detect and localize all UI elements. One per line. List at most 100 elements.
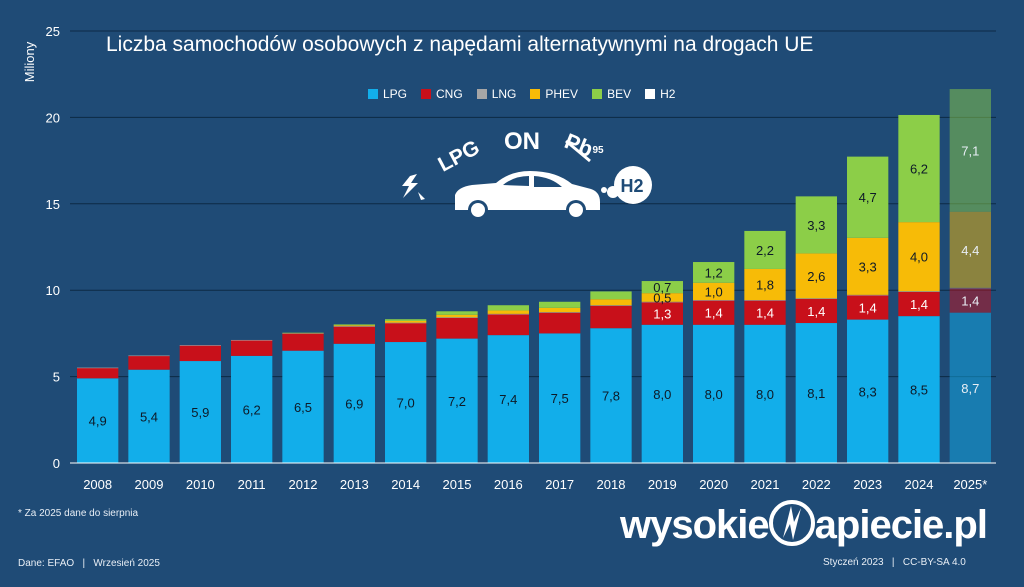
y-tick-label: 20 [46,110,60,125]
data-label-cng: 1,4 [807,304,825,319]
x-tick-label: 2010 [186,477,215,492]
bar-segment-bev [847,156,889,238]
bar-segment-lpg [231,355,273,463]
data-label-bev: 4,7 [859,190,877,205]
bar-segment-cng [385,323,427,343]
bar-segment-cng [77,367,119,379]
legend-item-cng: CNG [421,87,463,101]
x-tick-label: 2019 [648,477,677,492]
legend-item-phev: PHEV [530,87,578,101]
data-label-bev: 0,7 [653,280,671,295]
brand-logo: wysokie apiecie.pl [620,500,988,548]
data-label-lpg: 7,4 [499,392,517,407]
x-tick-label: 2011 [238,477,266,492]
bar-segment-cng [847,295,889,320]
bar-segment-lpg [333,343,375,463]
on-icon-label: ON [504,128,540,155]
bar-segment-bev [385,319,427,321]
bar-segment-cng [590,305,632,329]
data-label-cng: 1,4 [756,306,774,321]
bar-segment-lng [693,300,735,301]
bar-segment-lng [436,317,478,318]
bar-segment-lng [231,339,273,341]
bar-segment-lng [539,312,581,313]
x-tick-label: 2016 [494,477,523,492]
legend-label: CNG [436,87,463,101]
legend-label: BEV [607,87,632,101]
legend-swatch [421,89,432,99]
data-label-phev: 1,8 [756,277,774,292]
bar-segment-cng [487,314,529,336]
y-tick-label: 5 [53,370,60,385]
bar-segment-bev [590,291,632,300]
bar-segment-lpg [693,324,735,463]
data-label-lpg: 6,2 [243,402,261,417]
car-icon [455,171,600,220]
bars [77,89,991,463]
x-tick-label: 2022 [802,477,831,492]
data-label-lpg: 4,9 [89,414,107,429]
bar-segment-lng [179,345,221,346]
bar-segment-lpg [949,312,991,463]
data-label-cng: 1,4 [961,294,979,309]
x-tick-label: 2025* [953,477,987,492]
bar-segment-lpg [847,319,889,463]
bar-segment-cng [128,355,170,370]
bar-segment-cng [539,312,581,334]
legend-swatch [645,89,656,99]
bar-segment-bev [795,196,837,254]
legend-item-lpg: LPG [368,87,407,101]
bar-segment-lpg [179,361,221,463]
data-label-lpg: 7,5 [551,391,569,406]
bar-segment-bev [693,262,735,283]
data-label-phev: 1,0 [705,284,723,299]
h2-bubble-icon: H2 [601,166,652,204]
legend-label: PHEV [545,87,579,101]
bar-segment-phev [795,253,837,299]
bar-segment-phev [333,325,375,327]
data-label-bev: 6,2 [910,162,928,177]
bar-segment-lng [641,301,683,303]
data-label-bev: 7,1 [961,143,979,158]
x-tick-label: 2015 [443,477,472,492]
x-tick-label: 2021 [751,477,780,492]
data-label-lpg: 7,2 [448,394,466,409]
data-label-lpg: 8,5 [910,383,928,398]
bar-segment-lng [590,305,632,306]
brand-bolt-icon [768,500,815,546]
bar-segment-lpg [282,350,324,463]
legend-label: LPG [383,87,408,101]
bar-segment-lng [487,313,529,315]
bar-segment-phev [693,282,735,301]
data-label-lpg: 8,7 [961,381,979,396]
bar-segment-lpg [539,333,581,463]
bar-segment-bev [744,230,786,269]
bar-segment-lpg [77,378,119,463]
bar-segment-bev [282,332,324,334]
bar-segment-cng [693,300,735,325]
x-tick-label: 2023 [853,477,882,492]
y-tick-label: 15 [46,197,60,212]
data-label-lpg: 8,3 [859,384,877,399]
bar-segment-phev [744,268,786,301]
data-label-lpg: 7,8 [602,389,620,404]
bar-segment-lng [898,291,940,292]
pb95-text-icon: Pb 95 [561,128,604,163]
bar-segment-cng [949,288,991,313]
bar-segment-cng [333,326,375,344]
x-tick-label: 2012 [289,477,318,492]
y-tick-label: 10 [46,283,60,298]
bar-segment-lng [744,300,786,301]
data-label-cng: 1,4 [910,297,928,312]
x-tick-label: 2017 [545,477,574,492]
footnote: * Za 2025 dane do sierpnia [18,508,139,519]
bar-segment-lpg [898,316,940,463]
bar-segment-cng [282,333,324,351]
x-tick-label: 2020 [699,477,728,492]
legend-label: H2 [660,87,676,101]
bar-segment-phev [487,310,529,314]
data-label-lpg: 5,4 [140,409,158,424]
axes: 0 5 10 15 20 25 2008 2009 2010 2011 2012 2013 2014 20… [46,24,996,492]
